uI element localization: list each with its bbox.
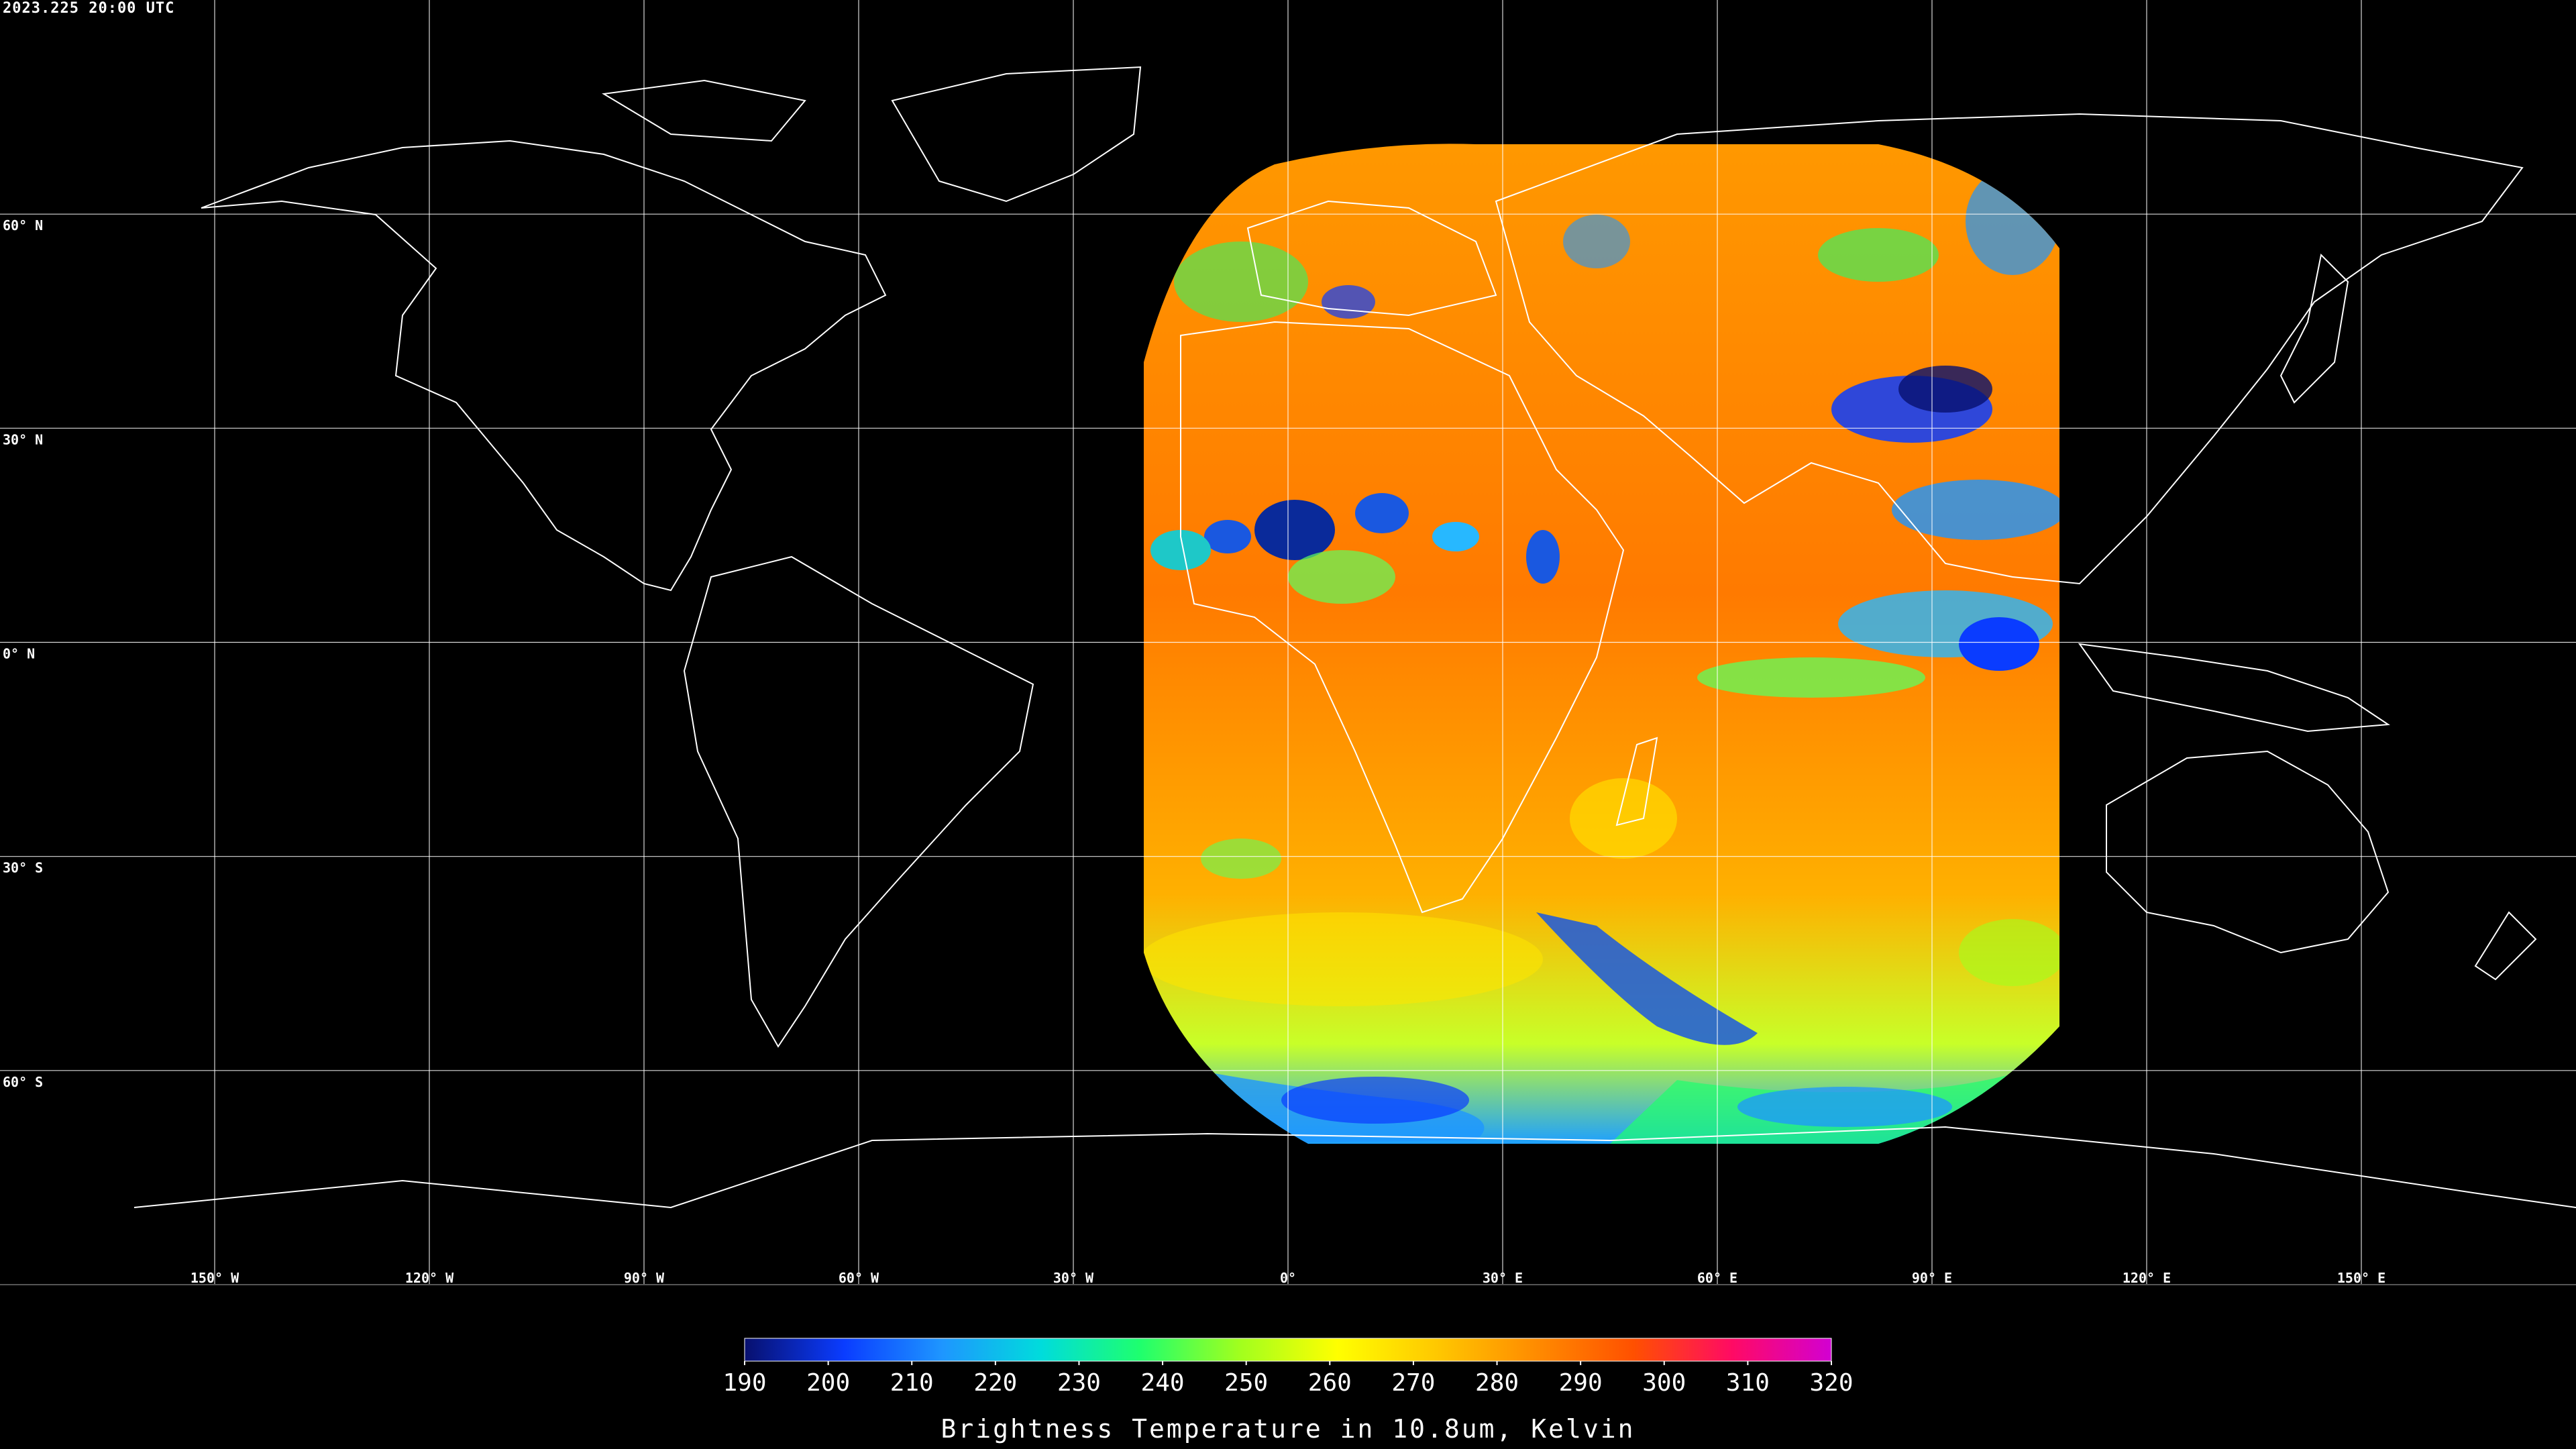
longitude-label: 90° E bbox=[1912, 1270, 1952, 1286]
longitude-label: 30° E bbox=[1483, 1270, 1523, 1286]
latitude-label: 30° N bbox=[3, 431, 43, 447]
colorbar-tick-label: 310 bbox=[1726, 1369, 1770, 1397]
colorbar-tick-label: 320 bbox=[1809, 1369, 1853, 1397]
colorbar-tick-label: 260 bbox=[1308, 1369, 1352, 1397]
colorbar-tick-label: 190 bbox=[722, 1369, 766, 1397]
cloud-features bbox=[1144, 168, 2059, 1144]
timestamp-title: 2023.225 20:00 UTC bbox=[3, 0, 175, 17]
latitude-label: 60° N bbox=[3, 217, 43, 233]
longitude-label: 30° W bbox=[1053, 1270, 1094, 1286]
colorbar-tick-label: 220 bbox=[973, 1369, 1017, 1397]
satellite-imagery bbox=[1144, 144, 2059, 1144]
latitude-label: 60° S bbox=[3, 1074, 43, 1090]
colorbar-tick-label: 290 bbox=[1559, 1369, 1603, 1397]
longitude-label: 120° W bbox=[405, 1270, 454, 1286]
longitude-label: 120° E bbox=[2123, 1270, 2171, 1286]
colorbar-title: Brightness Temperature in 10.8um, Kelvin bbox=[941, 1414, 1635, 1444]
longitude-label: 60° W bbox=[839, 1270, 879, 1286]
latitude-label: 30° S bbox=[3, 860, 43, 876]
longitude-labels: 150° W 120° W 90° W 60° W 30° W 0° 30° E 60° E 9… bbox=[191, 1270, 2385, 1286]
coastlines bbox=[133, 66, 2576, 1209]
colorbar-tick-label: 230 bbox=[1057, 1369, 1101, 1397]
colorbar-tick-label: 210 bbox=[890, 1369, 934, 1397]
longitude-label: 0° bbox=[1280, 1270, 1296, 1286]
longitude-label: 150° E bbox=[2337, 1270, 2385, 1286]
colorbar-gradient bbox=[744, 1338, 1832, 1362]
colorbar-ticks: 190 200 210 220 230 240 250 260 270 280 290 300 310 3… bbox=[722, 1361, 1854, 1397]
latitude-labels: 60° N 30° N 0° N 30° S 60° S bbox=[3, 217, 43, 1090]
colorbar-tick-label: 280 bbox=[1475, 1369, 1519, 1397]
graticule bbox=[0, 0, 2576, 1285]
longitude-label: 60° E bbox=[1697, 1270, 1737, 1286]
colorbar-tick-label: 300 bbox=[1642, 1369, 1686, 1397]
colorbar: 190 200 210 220 230 240 250 260 270 280 290 300 310 3… bbox=[722, 1338, 1854, 1397]
colorbar-tick-label: 270 bbox=[1391, 1369, 1435, 1397]
longitude-label: 150° W bbox=[191, 1270, 239, 1286]
longitude-label: 90° W bbox=[624, 1270, 665, 1286]
latitude-label: 0° N bbox=[3, 646, 35, 662]
colorbar-tick-label: 240 bbox=[1141, 1369, 1185, 1397]
colorbar-tick-label: 200 bbox=[806, 1369, 850, 1397]
satellite-disk bbox=[1144, 144, 2059, 1144]
colorbar-tick-label: 250 bbox=[1224, 1369, 1268, 1397]
